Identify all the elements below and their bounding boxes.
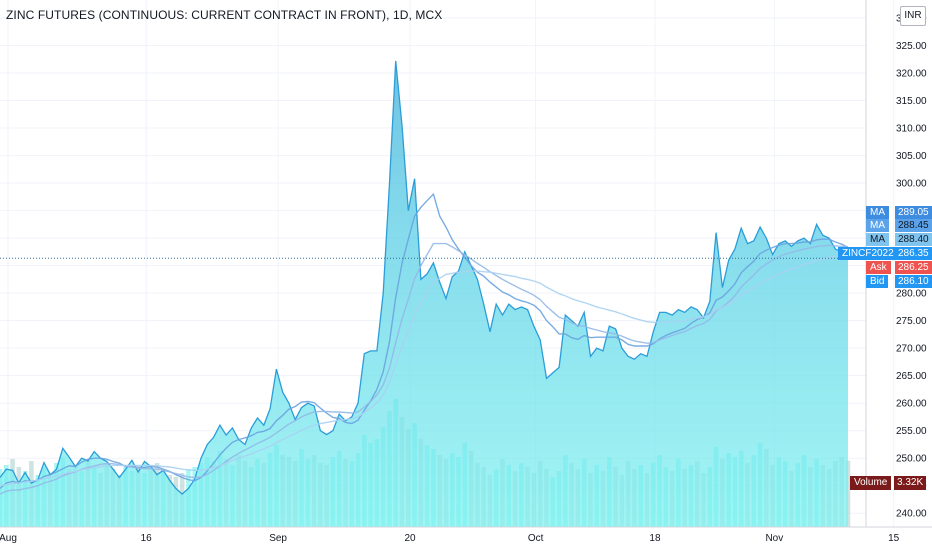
x-tick-label: 18 xyxy=(649,533,661,544)
volume-tag-name: Volume xyxy=(850,476,892,490)
y-tick-label: 275.00 xyxy=(896,316,927,327)
y-tick-label: 270.00 xyxy=(896,344,927,355)
ma-tag-3-name: MA xyxy=(866,233,889,246)
currency-badge[interactable]: INR xyxy=(900,6,926,26)
moving-averages xyxy=(0,192,849,495)
y-tick-label: 310.00 xyxy=(896,124,927,135)
ma-line-2 xyxy=(0,242,849,495)
ma-tag-1-name: MA xyxy=(866,206,889,219)
price-line xyxy=(0,60,849,495)
y-tick-label: 315.00 xyxy=(896,96,927,107)
y-tick-label: 305.00 xyxy=(896,151,927,162)
ma-tag-2-name: MA xyxy=(866,219,889,232)
y-tick-label: 265.00 xyxy=(896,371,927,382)
y-tick-label: 320.00 xyxy=(896,69,927,80)
y-tick-label: 255.00 xyxy=(896,426,927,437)
y-tick-label: 250.00 xyxy=(896,454,927,465)
x-tick-label: 20 xyxy=(404,533,416,544)
x-tick-label: Aug xyxy=(0,533,17,544)
x-tick-label: 15 xyxy=(888,533,900,544)
ask-tag-value: 286.25 xyxy=(895,261,932,274)
volume-tag-value: 3.32K xyxy=(894,476,927,490)
chart-title: ZINC FUTURES (CONTINUOUS: CURRENT CONTRA… xyxy=(6,8,443,22)
y-tick-label: 300.00 xyxy=(896,179,927,190)
y-tick-label: 280.00 xyxy=(896,289,927,300)
ask-tag-name: Ask xyxy=(866,261,891,274)
price-tag-value: 286.35 xyxy=(895,247,932,260)
price-area-fill xyxy=(0,60,848,528)
ma-tag-1-value: 289.05 xyxy=(895,206,932,219)
y-tick-label: 260.00 xyxy=(896,399,927,410)
ma-tag-2-value: 288.45 xyxy=(895,219,932,232)
bid-tag-name: Bid xyxy=(866,275,889,288)
y-tick-label: 325.00 xyxy=(896,41,927,52)
x-tick-label: Sep xyxy=(269,533,287,544)
ma-tag-3-value: 288.40 xyxy=(895,233,932,246)
price-area xyxy=(0,60,849,528)
x-tick-label: Nov xyxy=(765,533,783,544)
ma-line-3 xyxy=(0,253,849,487)
price-tag-symbol: ZINCF2022 xyxy=(838,247,898,260)
bid-tag-value: 286.10 xyxy=(895,275,932,288)
x-tick-label: 16 xyxy=(141,533,153,544)
x-tick-label: Oct xyxy=(528,533,544,544)
y-tick-label: 240.00 xyxy=(896,509,927,520)
